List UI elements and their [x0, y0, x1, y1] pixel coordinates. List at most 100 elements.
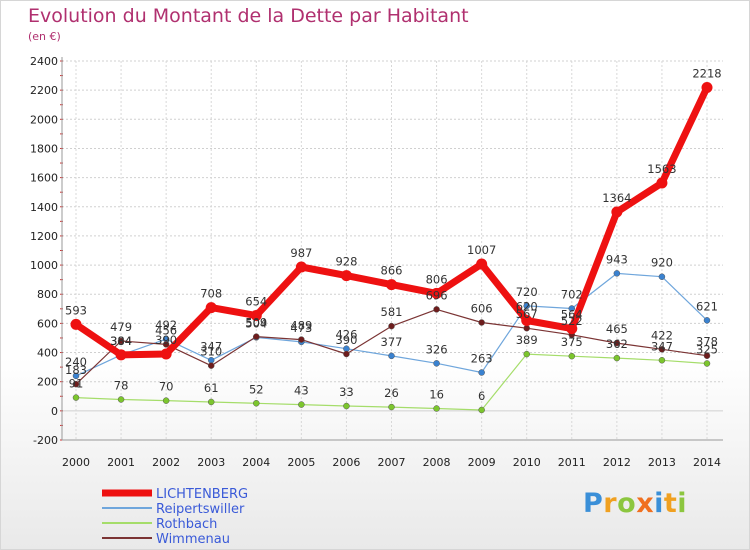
- y-tick-label: 800: [37, 288, 58, 301]
- x-tick-label: 2008: [423, 456, 451, 469]
- data-point-rothbach: [388, 403, 395, 411]
- data-point-reipertswiller: [703, 317, 711, 324]
- data-point-lichtenberg: [701, 82, 713, 94]
- data-label-wimmenau: 390: [335, 333, 357, 347]
- x-tick-label: 2009: [468, 456, 496, 469]
- data-label-wimmenau: 422: [651, 328, 673, 342]
- data-label-wimmenau: 489: [290, 319, 312, 333]
- y-tick-label: 2000: [30, 113, 58, 126]
- data-label-reipertswiller: 492: [155, 318, 177, 332]
- data-label-lichtenberg: 593: [65, 303, 87, 317]
- data-point-reipertswiller: [433, 360, 440, 367]
- data-label-lichtenberg: 1007: [467, 243, 496, 257]
- data-label-rothbach: 33: [339, 385, 354, 399]
- data-label-reipertswiller: 240: [65, 355, 87, 369]
- x-tick-label: 2014: [693, 456, 721, 469]
- data-label-lichtenberg: 928: [335, 255, 357, 269]
- data-label-rothbach: 375: [561, 335, 583, 349]
- data-point-rothbach: [613, 354, 621, 362]
- data-point-reipertswiller: [72, 372, 80, 380]
- data-point-lichtenberg: [566, 323, 578, 335]
- data-label-wimmenau: 567: [516, 307, 538, 321]
- proxiti-logo: Proxiti: [583, 488, 688, 519]
- data-label-reipertswiller: 377: [381, 335, 403, 349]
- data-label-reipertswiller: 326: [426, 342, 448, 356]
- data-point-lichtenberg: [386, 279, 397, 291]
- y-tick-label: 2400: [30, 55, 58, 68]
- data-label-rothbach: 91: [69, 377, 84, 391]
- x-tick-label: 2000: [62, 456, 90, 469]
- data-label-reipertswiller: 384: [110, 334, 132, 348]
- data-label-reipertswiller: 621: [696, 299, 718, 313]
- data-label-rothbach: 325: [696, 342, 718, 356]
- data-point-wimmenau: [117, 337, 125, 345]
- x-tick-label: 2007: [378, 456, 406, 469]
- y-tick-label: 0: [51, 405, 58, 418]
- data-point-lichtenberg: [205, 302, 217, 314]
- data-label-lichtenberg: 384: [110, 334, 132, 348]
- data-point-rothbach: [162, 397, 170, 404]
- data-point-lichtenberg: [476, 258, 488, 270]
- data-label-reipertswiller: 943: [606, 252, 628, 266]
- x-tick-label: 2003: [197, 456, 225, 469]
- data-label-lichtenberg: 1563: [647, 162, 676, 176]
- data-label-lichtenberg: 564: [561, 308, 583, 322]
- data-label-wimmenau: 479: [110, 320, 132, 334]
- data-label-wimmenau: 606: [471, 302, 493, 316]
- data-label-rothbach: 61: [204, 381, 219, 395]
- data-label-lichtenberg: 866: [381, 264, 403, 278]
- data-label-rothbach: 52: [249, 382, 264, 396]
- y-tick-label: 1800: [30, 142, 58, 155]
- data-point-wimmenau: [703, 352, 711, 359]
- data-label-wimmenau: 310: [200, 345, 222, 359]
- y-tick-label: 1000: [30, 259, 58, 272]
- y-tick-label: 600: [37, 317, 58, 330]
- y-tick-label: 1200: [30, 230, 58, 243]
- data-point-lichtenberg: [521, 314, 533, 326]
- x-tick-label: 2011: [558, 456, 586, 469]
- y-tick-label: 200: [37, 376, 58, 389]
- data-label-lichtenberg: 390: [155, 333, 177, 347]
- data-point-lichtenberg: [250, 310, 262, 322]
- data-label-lichtenberg: 2218: [692, 67, 721, 81]
- data-point-reipertswiller: [478, 369, 485, 376]
- data-point-rothbach: [253, 400, 260, 407]
- data-point-wimmenau: [433, 306, 440, 313]
- data-label-rothbach: 16: [429, 388, 444, 402]
- data-label-rothbach: 43: [294, 384, 309, 398]
- data-point-wimmenau: [343, 350, 350, 358]
- data-point-rothbach: [298, 401, 305, 408]
- data-label-rothbach: 347: [651, 339, 673, 353]
- data-point-wimmenau: [388, 322, 395, 330]
- chart-title: Evolution du Montant de la Dette par Hab…: [28, 5, 469, 27]
- data-point-reipertswiller: [658, 273, 666, 280]
- data-label-lichtenberg: 620: [516, 299, 538, 313]
- data-point-wimmenau: [298, 336, 305, 343]
- y-tick-label: -200: [33, 434, 58, 447]
- data-label-reipertswiller: 426: [335, 328, 357, 342]
- data-point-wimmenau: [207, 362, 215, 369]
- legend-label-reipertswiller: Reipertswiller: [156, 502, 245, 517]
- data-label-lichtenberg: 708: [200, 287, 222, 301]
- legend-label-lichtenberg: LICHTENBERG: [156, 487, 248, 502]
- data-label-reipertswiller: 347: [200, 339, 222, 353]
- data-point-rothbach: [703, 360, 711, 367]
- legend-label-rothbach: Rothbach: [156, 517, 217, 532]
- chart-subtitle: (en €): [28, 30, 61, 43]
- data-label-wimmenau: 183: [65, 363, 87, 377]
- data-point-lichtenberg: [295, 261, 307, 273]
- data-label-rothbach: 6: [478, 389, 485, 403]
- data-label-wimmenau: 456: [155, 323, 177, 337]
- data-point-reipertswiller: [613, 270, 621, 277]
- data-label-lichtenberg: 806: [426, 272, 448, 286]
- data-point-rothbach: [433, 405, 440, 412]
- data-point-lichtenberg: [115, 349, 127, 361]
- data-label-rothbach: 26: [384, 386, 399, 400]
- data-label-reipertswiller: 504: [245, 316, 267, 330]
- data-point-reipertswiller: [523, 302, 530, 310]
- data-point-reipertswiller: [388, 352, 395, 360]
- data-point-wimmenau: [523, 324, 530, 332]
- data-point-wimmenau: [613, 339, 621, 347]
- data-point-rothbach: [658, 357, 666, 364]
